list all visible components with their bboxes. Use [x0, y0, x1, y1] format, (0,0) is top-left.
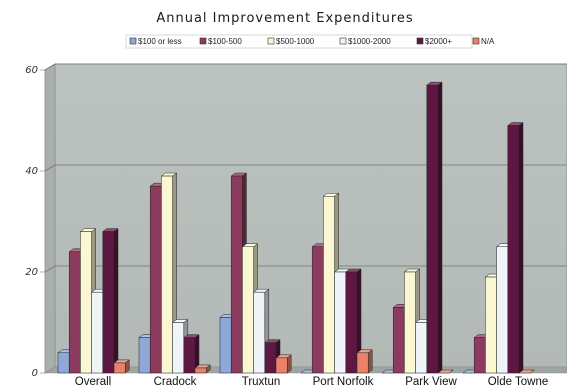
x-tick-label-olde-towne: Olde Towne	[488, 376, 549, 387]
legend-swatch-1000-2000	[339, 37, 347, 45]
plot-area: 0 20 40 60 Overall Cradock Truxtun Port Norfol…	[25, 63, 567, 387]
bar-front	[392, 307, 405, 374]
gridlines	[44, 63, 567, 273]
bar-park-view-n-a	[437, 369, 454, 374]
bar-front	[230, 175, 243, 374]
bar-front	[242, 246, 254, 374]
x-tick-label-park-view: Park View	[405, 376, 457, 387]
bar-front	[183, 337, 196, 374]
gridline	[44, 63, 567, 71]
legend-swatch-100-500	[199, 37, 207, 45]
bar-front	[404, 271, 416, 374]
bar-overall-n-a	[113, 359, 130, 374]
x-tick-label-port-norfolk: Port Norfolk	[313, 376, 374, 387]
x-tick-label-cradock: Cradock	[154, 376, 197, 387]
bar-front	[334, 271, 347, 374]
x-tick-label-truxtun: Truxtun	[242, 376, 281, 387]
bar-front	[91, 291, 104, 374]
bars	[57, 81, 535, 374]
bar-front	[68, 251, 81, 374]
bar-side	[113, 228, 119, 374]
bar-park-view-2000	[426, 81, 443, 374]
legend-swatch-500-1000	[267, 37, 275, 45]
bar-front	[311, 246, 324, 374]
y-axis: 0 20 40 60	[25, 65, 45, 379]
bar-port-norfolk-2000	[345, 268, 362, 374]
bar-side	[518, 122, 524, 374]
legend-label: $100 or less	[138, 37, 182, 46]
bar-front	[275, 357, 288, 374]
bar-front	[485, 276, 497, 374]
bar-front	[102, 231, 115, 374]
bar-cradock-2000	[183, 334, 200, 374]
bar-side	[437, 81, 443, 374]
legend-swatch-100-or-less	[129, 37, 137, 45]
bar-overall-2000	[102, 228, 119, 374]
legend-label: $500-1000	[276, 37, 315, 46]
bar-front	[264, 342, 277, 374]
bar-front	[415, 322, 428, 374]
bar-truxtun-n-a	[275, 354, 292, 374]
bar-front	[426, 84, 439, 374]
bar-front	[138, 337, 151, 374]
legend-box	[125, 34, 473, 49]
legend-label: N/A	[481, 37, 495, 46]
gridline	[44, 164, 567, 172]
bar-front	[496, 246, 509, 374]
x-tick-label-overall: Overall	[75, 376, 111, 387]
bar-front	[113, 362, 126, 374]
legend-label: $1000-2000	[348, 37, 391, 46]
bar-front	[356, 352, 369, 374]
legend-label: $100-500	[208, 37, 242, 46]
bar-front	[219, 317, 232, 374]
bar-front	[57, 352, 70, 374]
chart-title: Annual Improvement Expenditures	[156, 11, 413, 26]
legend: $100 or less $100-500 $500-1000 $1000-2000 $…	[125, 34, 495, 49]
bar-side	[367, 349, 373, 374]
legend-swatch-2000	[416, 37, 424, 45]
bar-front	[149, 185, 162, 374]
y-tick-label: 20	[25, 267, 38, 278]
bar-port-norfolk-n-a	[356, 349, 373, 374]
bar-front	[507, 125, 520, 374]
y-tick-label: 60	[25, 65, 38, 76]
bar-front	[345, 271, 358, 374]
plot-side-wall	[44, 63, 56, 374]
bar-front	[323, 196, 335, 374]
x-axis: Overall Cradock Truxtun Port Norfolk Park Vi…	[75, 376, 548, 387]
bar-front	[161, 175, 173, 374]
bar-front	[253, 291, 266, 374]
bar-front	[80, 231, 92, 374]
legend-swatch-n-a	[472, 37, 480, 45]
gridline	[44, 265, 567, 273]
bar-cradock-n-a	[194, 364, 211, 374]
bar-front	[172, 322, 185, 374]
bar-olde-towne-2000	[507, 122, 524, 374]
y-tick-label: 40	[25, 166, 38, 177]
bar-front	[473, 337, 486, 374]
legend-label: $2000+	[425, 37, 452, 46]
bar-olde-towne-n-a	[518, 369, 535, 374]
bar-front	[194, 367, 207, 374]
bar-top	[437, 369, 454, 374]
y-tick-label: 0	[32, 368, 38, 379]
bar-top	[518, 369, 535, 374]
